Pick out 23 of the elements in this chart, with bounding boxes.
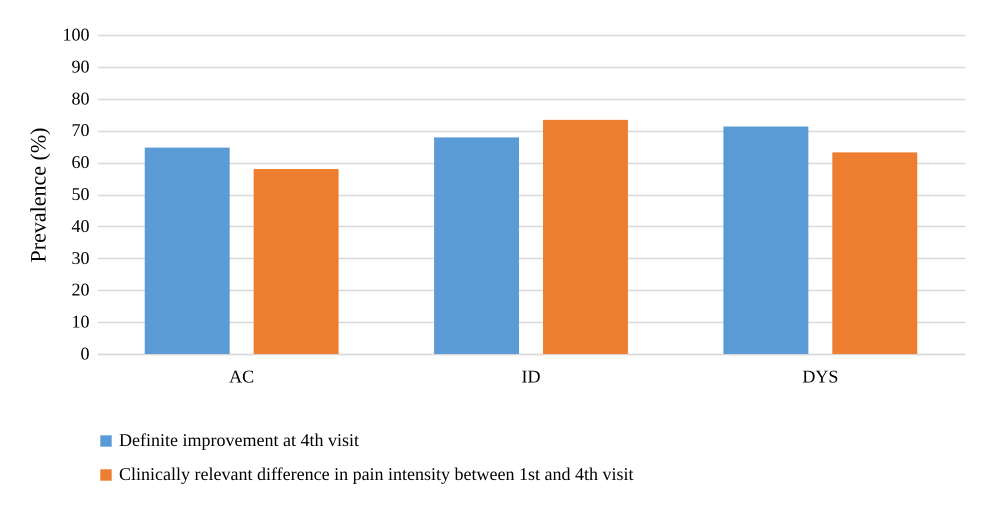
y-tick-label: 10	[72, 312, 90, 332]
y-axis-title: Prevalence (%)	[26, 128, 50, 262]
y-tick-label: 30	[72, 248, 90, 268]
x-tick-label: DYS	[802, 366, 838, 386]
bar	[832, 152, 918, 354]
bar	[542, 120, 628, 354]
y-tick-label: 0	[80, 344, 90, 364]
legend-label: Definite improvement at 4th visit	[119, 430, 359, 450]
y-tick-label: 20	[72, 280, 90, 300]
bar	[434, 137, 520, 354]
y-tick-label: 90	[72, 56, 90, 76]
y-tick-label: 40	[72, 216, 90, 236]
y-tick-label: 100	[62, 24, 90, 44]
legend-label: Clinically relevant difference in pain intensity between 1st and 4th visit	[119, 464, 634, 484]
y-tick-label: 70	[72, 120, 90, 140]
bar	[144, 148, 230, 354]
y-tick-label: 50	[72, 184, 90, 204]
x-tick-label: ID	[522, 366, 540, 386]
x-tick-label: AC	[229, 366, 254, 386]
bar	[254, 168, 339, 354]
bar	[723, 126, 808, 354]
y-tick-label: 80	[72, 88, 90, 108]
y-tick-label: 60	[72, 152, 90, 172]
